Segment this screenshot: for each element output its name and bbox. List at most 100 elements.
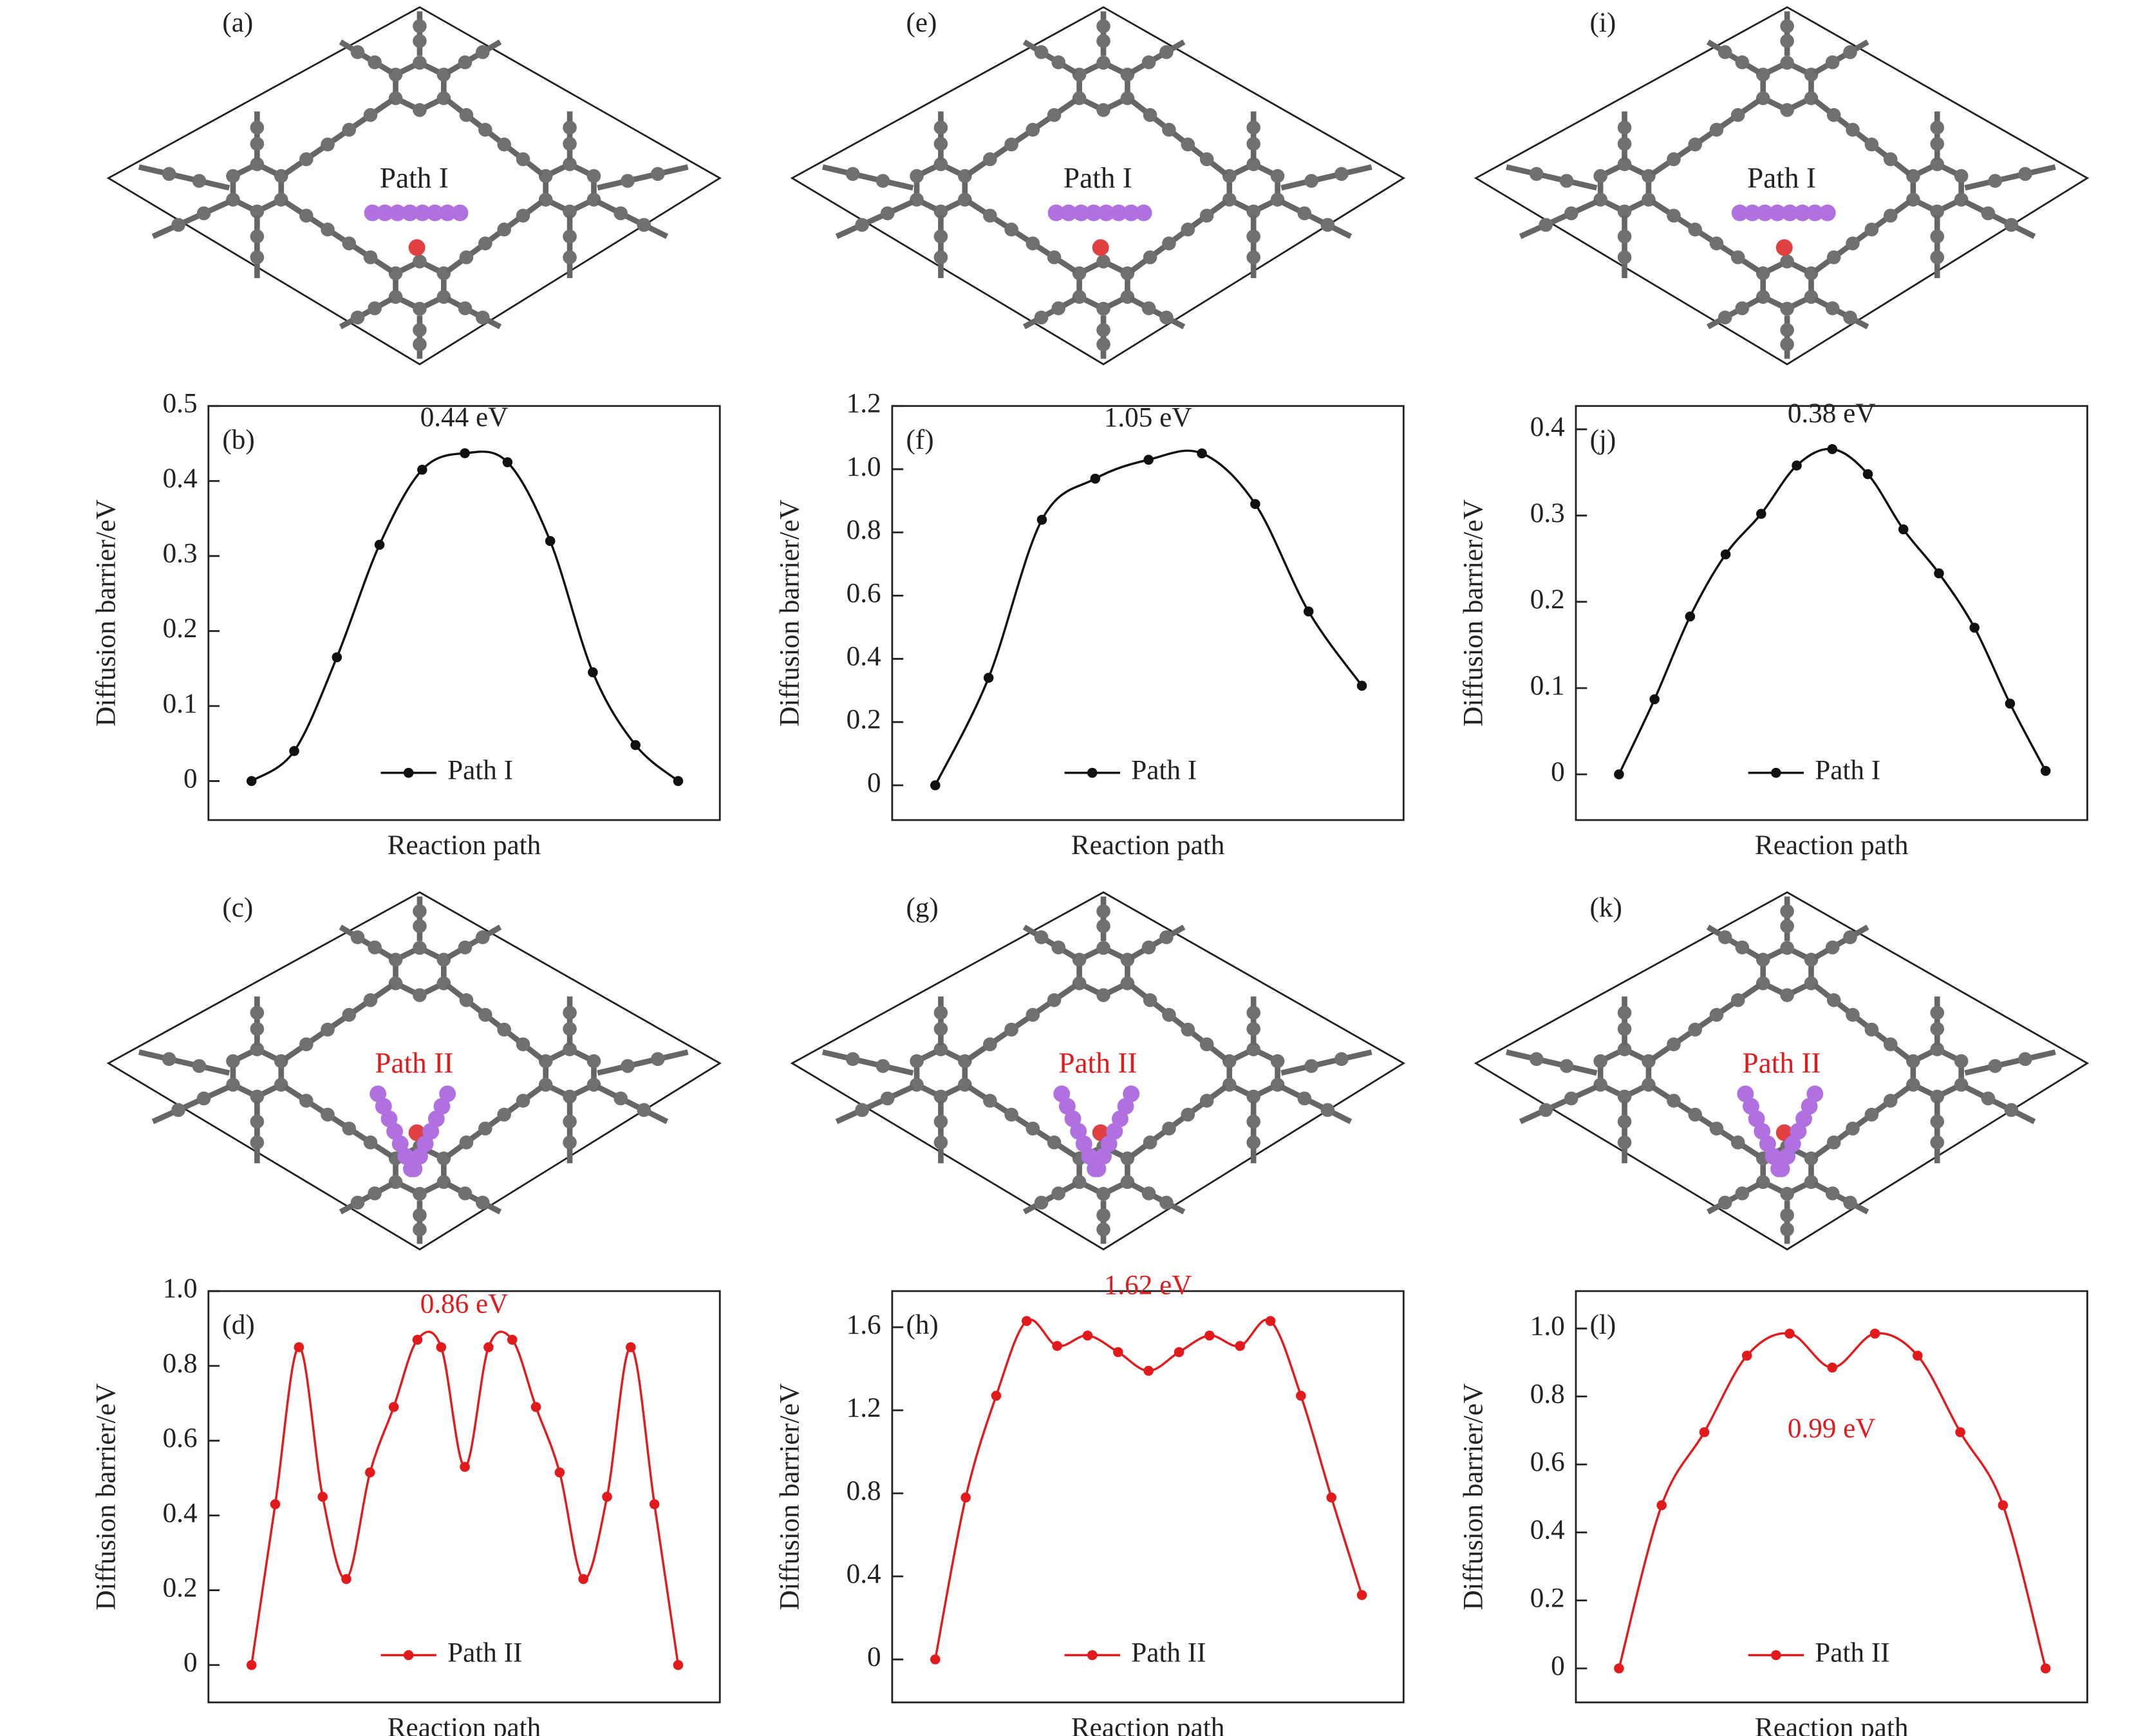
atom	[1181, 137, 1195, 152]
atom	[1954, 1054, 1969, 1069]
data-point	[1784, 1329, 1795, 1339]
bond	[1706, 39, 1761, 75]
data-point	[554, 1467, 565, 1478]
atom	[1096, 988, 1110, 1002]
atom	[250, 136, 265, 151]
oxygen	[408, 239, 426, 256]
data-point	[1934, 568, 1944, 579]
li-atom	[1731, 204, 1748, 221]
data-point	[417, 465, 427, 475]
y-tick-label: 0.8	[847, 515, 881, 545]
atom	[1930, 1042, 1945, 1057]
li-atom	[1123, 204, 1140, 221]
li-atom	[426, 204, 444, 221]
atom	[933, 157, 948, 171]
atom	[475, 1195, 490, 1210]
atom	[299, 1094, 314, 1108]
atom	[1826, 107, 1841, 122]
atom	[563, 1022, 577, 1036]
bond	[1813, 296, 1869, 330]
y-tick-label: 0.3	[163, 539, 198, 569]
y-tick-label: 1.0	[1530, 1311, 1565, 1341]
data-point	[1699, 1427, 1710, 1437]
atom	[1530, 167, 1544, 182]
atom	[250, 1114, 265, 1129]
atom	[1843, 310, 1857, 325]
li-atom	[1795, 1110, 1812, 1128]
atom	[413, 1208, 427, 1222]
atom	[1096, 1222, 1110, 1237]
data-point	[460, 1462, 470, 1472]
legend-label: Path I	[447, 756, 513, 786]
bond	[1022, 1181, 1077, 1215]
atom	[563, 120, 577, 135]
bond	[1130, 1181, 1186, 1215]
structure: (k) Path II	[1474, 891, 2090, 1251]
atom	[1930, 204, 1945, 219]
atom	[413, 904, 427, 919]
atom	[1096, 1208, 1110, 1222]
atom	[1004, 137, 1018, 152]
y-axis-label: Diffusion barrier/eV	[91, 499, 121, 727]
atom	[413, 919, 427, 933]
bond	[445, 924, 502, 960]
atom	[350, 310, 365, 325]
y-tick-label: 0	[867, 768, 881, 798]
ring	[543, 1046, 597, 1100]
y-tick-label: 0.6	[1530, 1447, 1565, 1477]
x-axis-label: Reaction path	[1755, 1713, 1909, 1736]
atom	[321, 1107, 335, 1122]
x-axis-label: Reaction path	[1071, 1713, 1225, 1736]
atom	[1320, 218, 1335, 232]
panel-label: (a)	[222, 8, 253, 38]
y-axis-label: Diffusion barrier/eV	[1458, 1383, 1488, 1610]
atom	[196, 206, 211, 221]
data-point	[246, 1659, 257, 1670]
annotation: 0.38 eV	[1788, 398, 1876, 429]
atom	[1246, 229, 1260, 244]
bond	[1519, 199, 1598, 239]
ring	[1076, 59, 1130, 113]
annotation: 0.99 eV	[1788, 1414, 1876, 1444]
legend-marker	[403, 1650, 414, 1661]
atom	[563, 1089, 577, 1104]
atom	[563, 250, 577, 265]
atom	[1981, 1091, 1996, 1106]
data-point	[1143, 454, 1154, 465]
li-atom	[386, 1123, 404, 1140]
li-atom	[1784, 1135, 1801, 1152]
li-atom	[1058, 1097, 1076, 1115]
bond	[138, 1049, 230, 1076]
atom	[1141, 1186, 1156, 1200]
atom	[413, 322, 427, 337]
atom	[1025, 236, 1040, 250]
structure: (g) Path II	[790, 891, 1406, 1251]
atom	[475, 310, 490, 325]
atom	[933, 229, 948, 244]
atom	[1843, 930, 1857, 944]
atom	[413, 254, 427, 269]
path-label: Path II	[375, 1047, 453, 1079]
atom	[1825, 1186, 1840, 1200]
atom	[1051, 55, 1066, 70]
atom	[1780, 254, 1794, 269]
li-atom	[1117, 1097, 1134, 1115]
legend-label: Path II	[1131, 1638, 1206, 1668]
y-tick-label: 0.6	[163, 1423, 198, 1453]
atom	[563, 1005, 577, 1020]
atom	[563, 157, 577, 171]
atom	[1617, 120, 1632, 135]
y-tick-label: 0.2	[847, 705, 881, 735]
li-atom	[1085, 204, 1102, 221]
atom	[650, 1052, 665, 1067]
panel-label: (g)	[906, 893, 938, 923]
structure: (i) Path I	[1474, 6, 2090, 366]
li-atom	[1095, 1148, 1112, 1165]
atom	[1730, 250, 1745, 265]
bond	[835, 1084, 915, 1125]
plot-frame	[207, 1290, 721, 1704]
data-point	[374, 539, 385, 550]
bond	[1130, 924, 1186, 960]
ring	[1076, 944, 1130, 998]
series-line	[1618, 447, 2047, 775]
